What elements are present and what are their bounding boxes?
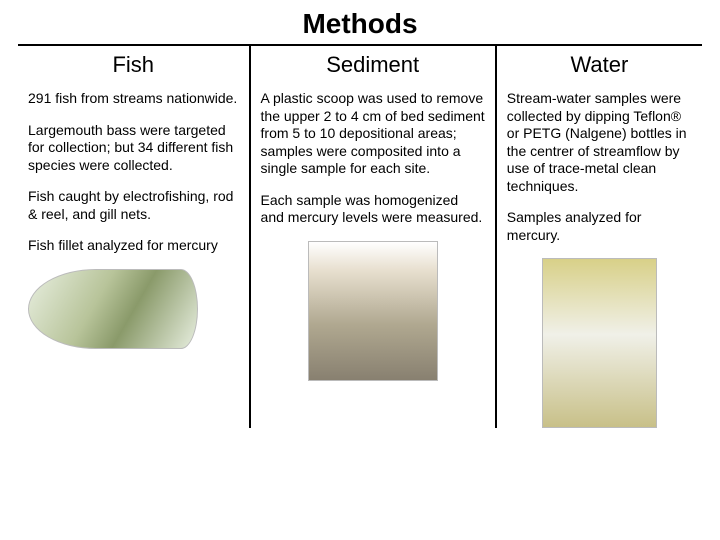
fish-p3: Fish caught by electrofishing, rod & ree… — [28, 188, 239, 223]
column-water: Water Stream-water samples were collecte… — [497, 46, 702, 428]
fish-p1: 291 fish from streams nationwide. — [28, 90, 239, 108]
column-sediment: Sediment A plastic scoop was used to rem… — [251, 46, 497, 428]
fish-image — [28, 269, 198, 349]
water-image — [542, 258, 657, 428]
column-water-heading: Water — [507, 52, 692, 78]
fish-p2: Largemouth bass were targeted for collec… — [28, 122, 239, 175]
columns-container: Fish 291 fish from streams nationwide. L… — [18, 44, 702, 428]
column-fish-heading: Fish — [28, 52, 239, 78]
column-sediment-heading: Sediment — [261, 52, 485, 78]
column-fish: Fish 291 fish from streams nationwide. L… — [18, 46, 251, 428]
slide-title: Methods — [18, 8, 702, 40]
sediment-p2: Each sample was homogenized and mercury … — [261, 192, 485, 227]
sediment-p1: A plastic scoop was used to remove the u… — [261, 90, 485, 178]
slide: Methods Fish 291 fish from streams natio… — [0, 0, 720, 540]
fish-p4: Fish fillet analyzed for mercury — [28, 237, 239, 255]
water-p2: Samples analyzed for mercury. — [507, 209, 692, 244]
sediment-image — [308, 241, 438, 381]
water-p1: Stream-water samples were collected by d… — [507, 90, 692, 195]
